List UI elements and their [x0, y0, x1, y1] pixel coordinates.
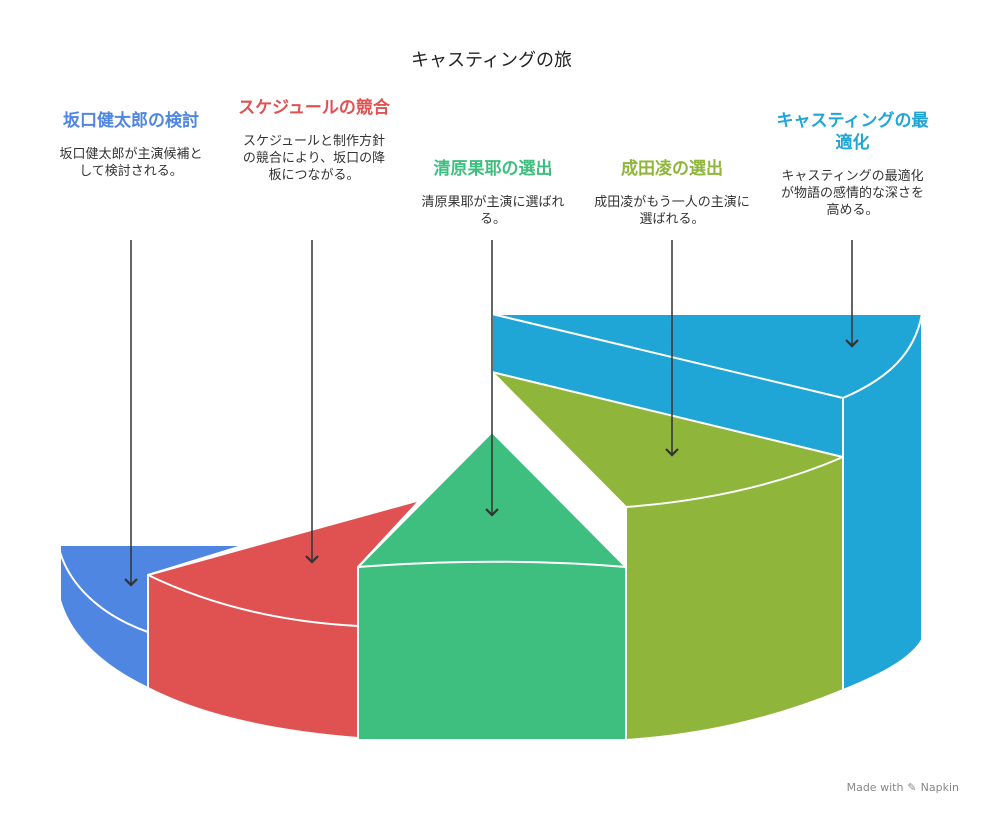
footer-label: Made with: [846, 781, 904, 794]
napkin-logo-icon: ✎: [907, 781, 917, 794]
stage-4-desc: 成田凌がもう一人の主演に選ばれる。: [594, 195, 750, 227]
stage-2: スケジュールの競合 スケジュールと制作方針の競合により、坂口の降板につながる。: [238, 97, 390, 184]
stage-1-desc: 坂口健太郎が主演候補として検討される。: [59, 147, 203, 179]
diagram-title: キャスティングの旅: [411, 50, 572, 71]
stage-3-title: 清原果耶の選出: [433, 159, 553, 179]
stage-3-desc: 清原果耶が主演に選ばれる。: [421, 195, 565, 227]
stage-2-title: スケジュールの競合: [238, 98, 390, 118]
stage-5-title: キャスティングの最適化: [776, 111, 929, 153]
stage-1-title: 坂口健太郎の検討: [63, 111, 199, 131]
segment-4: [488, 370, 844, 742]
stage-4-title: 成田凌の選出: [621, 159, 723, 179]
stage-4: 成田凌の選出 成田凌がもう一人の主演に選ばれる。: [592, 158, 752, 228]
stage-3: 清原果耶の選出 清原果耶が主演に選ばれる。: [413, 158, 573, 228]
stage-2-desc: スケジュールと制作方針の競合により、坂口の降板につながる。: [242, 134, 386, 183]
stage-5: キャスティングの最適化 キャスティングの最適化が物語の感情的な深さを高める。: [775, 110, 930, 219]
footer-brand: Napkin: [920, 781, 959, 794]
stage-1: 坂口健太郎の検討 坂口健太郎が主演候補として検討される。: [55, 110, 207, 180]
footer: Made with ✎ Napkin: [847, 781, 959, 794]
segment-5: [491, 313, 924, 692]
stage-5-desc: キャスティングの最適化が物語の感情的な深さを高める。: [780, 169, 924, 218]
